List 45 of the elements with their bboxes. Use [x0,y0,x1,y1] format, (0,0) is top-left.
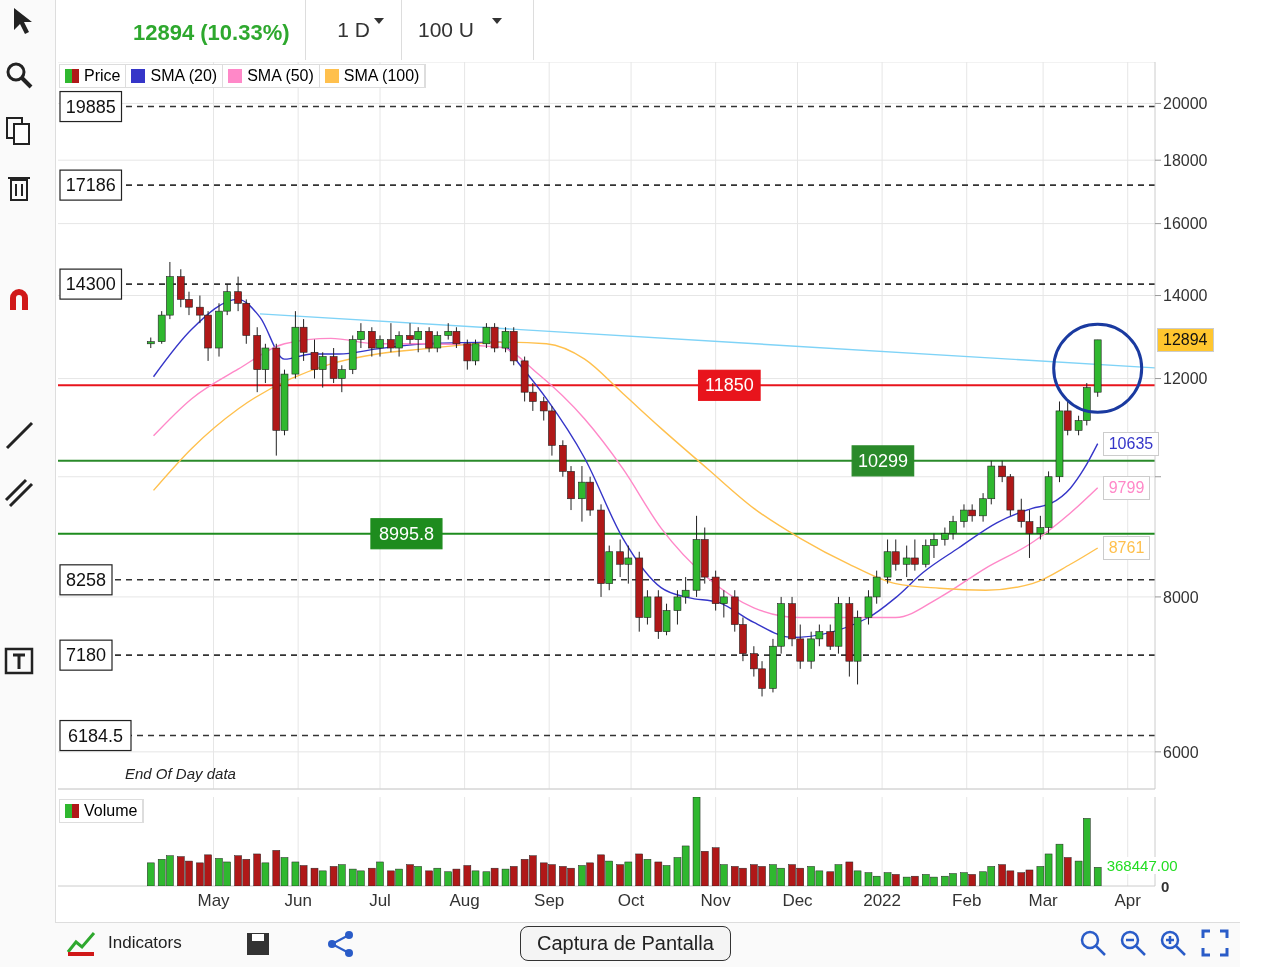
x-tick-label: Mar [1028,891,1059,911]
x-tick-label: Oct [617,891,645,911]
annotation: End Of Day data [125,765,236,782]
ref-line-label: 7180 [65,645,107,666]
data-label: 9799 [1102,475,1151,500]
annotation: 368447.00 [1104,857,1180,875]
legend-label: SMA (100) [343,67,420,85]
x-tick-label: May [197,891,231,911]
ref-line-label: 19885 [65,96,116,117]
data-label: 8761 [1102,535,1151,560]
legend-label: SMA (20) [150,67,218,85]
ref-line-label: 8258 [65,569,107,590]
y-tick-label: 18000 [1163,151,1208,169]
x-tick-label: 2022 [863,891,902,911]
chart-subtitle: 12894 (10.33%) [133,20,290,46]
text: 0 [1161,878,1170,895]
text: 100 U [418,18,475,42]
ref-line-label: 8995.8 [378,523,434,544]
tooltip-bubble: Captura de Pantalla [520,926,731,961]
y-tick-label: 16000 [1163,215,1208,233]
legend-label: Price [84,67,121,85]
x-tick-label: Aug [449,891,480,911]
y-tick-label: 6000 [1163,743,1199,761]
x-tick-label: Jul [369,891,391,911]
data-label: 10635 [1102,431,1160,456]
ref-line-label: 10299 [857,450,908,471]
x-tick-label: Nov [700,891,732,911]
legend-label: SMA (50) [247,67,314,85]
y-tick-label: 8000 [1163,588,1199,606]
ref-line-label: 11850 [704,375,754,396]
ref-line-label: 17186 [65,175,116,196]
text: 12894 [1163,330,1208,348]
y-tick-label: 14000 [1163,287,1208,305]
x-tick-label: Sep [534,891,565,911]
y-tick-label: 12000 [1163,370,1208,388]
ref-line-label: 6184.5 [67,725,124,746]
x-tick-label: Apr [1114,891,1142,911]
ref-line-label: 14300 [65,274,116,295]
x-tick-label: Jun [284,891,312,911]
y-tick-label: 20000 [1163,95,1208,113]
legend-label: Volume [84,802,138,820]
x-tick-label: Dec [782,891,814,911]
text: Indicators [108,933,182,953]
text: 1 D [337,18,370,42]
x-tick-label: Feb [952,891,982,911]
